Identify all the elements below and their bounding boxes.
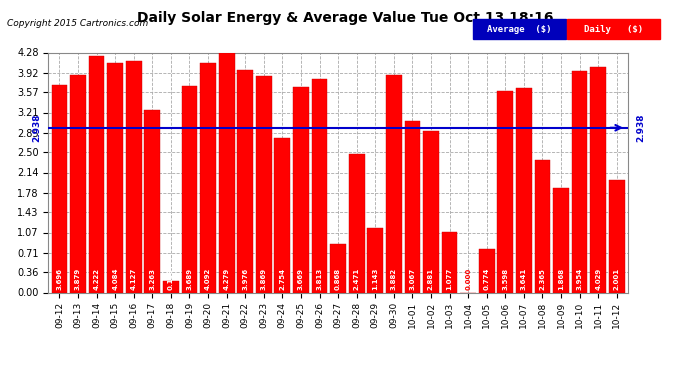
Text: 2.001: 2.001	[613, 268, 620, 290]
Bar	[535, 160, 551, 292]
Text: 3.976: 3.976	[242, 268, 248, 290]
Bar	[442, 232, 457, 292]
Bar	[219, 53, 235, 292]
Text: 0.000: 0.000	[465, 267, 471, 290]
Bar	[293, 87, 309, 292]
Text: 2.938: 2.938	[32, 114, 41, 142]
Text: 0.198: 0.198	[168, 267, 174, 290]
Text: 2.754: 2.754	[279, 268, 286, 290]
Text: Daily   ($): Daily ($)	[584, 25, 643, 34]
Bar	[367, 228, 383, 292]
Text: 0.868: 0.868	[335, 268, 341, 290]
Bar	[516, 88, 532, 292]
Text: Average  ($): Average ($)	[487, 25, 551, 34]
Text: 3.869: 3.869	[261, 268, 267, 290]
Bar	[348, 154, 364, 292]
Text: 4.029: 4.029	[595, 267, 601, 290]
Text: 3.263: 3.263	[149, 268, 155, 290]
Text: 3.882: 3.882	[391, 268, 397, 290]
Bar	[423, 131, 439, 292]
Bar	[590, 67, 606, 292]
Text: 3.696: 3.696	[57, 268, 63, 290]
Text: 3.813: 3.813	[317, 267, 322, 290]
Bar	[275, 138, 290, 292]
Text: 3.669: 3.669	[298, 268, 304, 290]
Bar	[181, 86, 197, 292]
Bar	[163, 281, 179, 292]
Text: 3.879: 3.879	[75, 267, 81, 290]
Text: 2.471: 2.471	[354, 267, 359, 290]
Text: 1.143: 1.143	[372, 267, 378, 290]
Bar	[312, 79, 328, 292]
Text: Copyright 2015 Cartronics.com: Copyright 2015 Cartronics.com	[7, 19, 148, 28]
Text: 0.774: 0.774	[484, 267, 490, 290]
Text: 3.067: 3.067	[409, 268, 415, 290]
Text: 1.077: 1.077	[446, 267, 453, 290]
Text: 4.092: 4.092	[205, 267, 211, 290]
Bar	[107, 63, 123, 292]
Bar	[237, 69, 253, 292]
Text: 2.938: 2.938	[636, 114, 645, 142]
Bar	[497, 91, 513, 292]
Text: 3.954: 3.954	[577, 267, 582, 290]
Bar	[553, 188, 569, 292]
Bar	[572, 71, 587, 292]
Text: 4.084: 4.084	[112, 267, 118, 290]
Bar	[386, 75, 402, 292]
Text: 2.365: 2.365	[540, 268, 546, 290]
Text: 3.689: 3.689	[186, 268, 193, 290]
Bar	[89, 56, 104, 292]
Bar	[331, 244, 346, 292]
Text: 3.598: 3.598	[502, 268, 509, 290]
Text: 4.222: 4.222	[94, 268, 99, 290]
Text: 4.127: 4.127	[130, 267, 137, 290]
Bar	[200, 63, 216, 292]
Text: 1.868: 1.868	[558, 268, 564, 290]
Text: Daily Solar Energy & Average Value Tue Oct 13 18:16: Daily Solar Energy & Average Value Tue O…	[137, 11, 553, 25]
Bar	[479, 249, 495, 292]
Text: 2.881: 2.881	[428, 268, 434, 290]
Bar	[609, 180, 624, 292]
Text: 3.641: 3.641	[521, 267, 527, 290]
Bar	[52, 85, 68, 292]
Bar	[126, 61, 141, 292]
Bar	[404, 120, 420, 292]
Text: 4.279: 4.279	[224, 267, 230, 290]
Bar	[144, 110, 160, 292]
Bar	[70, 75, 86, 292]
Bar	[256, 75, 272, 292]
